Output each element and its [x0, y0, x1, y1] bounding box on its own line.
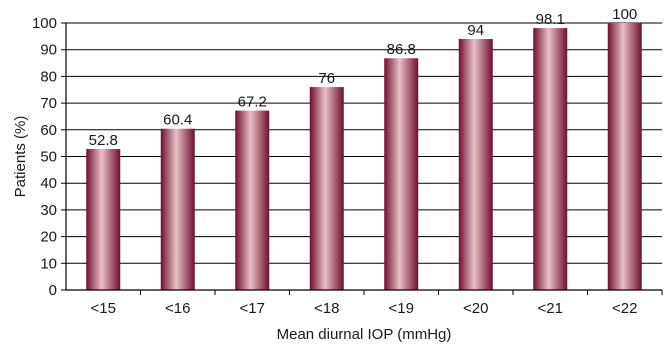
y-tick-label: 10	[40, 255, 57, 272]
y-tick-label: 50	[40, 149, 57, 166]
data-label: 98.1	[536, 11, 565, 28]
bar	[458, 39, 493, 290]
y-tick-label: 80	[40, 68, 57, 85]
y-tick-label: 20	[40, 229, 57, 246]
data-label: 94	[467, 22, 484, 39]
y-tick-label: 100	[32, 15, 57, 32]
y-tick-label: 60	[40, 122, 57, 139]
data-label: 100	[612, 6, 637, 23]
data-label: 76	[318, 70, 335, 87]
data-label: 52.8	[89, 132, 118, 149]
bar	[309, 87, 344, 290]
bar	[533, 28, 568, 291]
x-tick-label: <17	[240, 300, 265, 317]
x-tick-label: <18	[314, 300, 339, 317]
x-tick-label: <19	[389, 300, 414, 317]
data-label: 67.2	[238, 94, 267, 111]
bar	[86, 149, 121, 290]
y-tick-label: 40	[40, 175, 57, 192]
x-tick-label: <16	[165, 300, 190, 317]
y-tick-label: 90	[40, 42, 57, 59]
x-tick-label: <15	[91, 300, 116, 317]
bar	[235, 110, 270, 291]
axes	[65, 23, 663, 295]
bars	[86, 23, 642, 291]
y-tick-label: 0	[49, 282, 57, 299]
data-labels: 52.8 60.4 67.2 76 86.8 94 98.1 100	[89, 6, 638, 149]
bar	[160, 128, 195, 290]
bar	[384, 58, 419, 290]
x-tick-labels: <15 <16 <17 <18 <19 <20 <21 <22	[91, 300, 638, 317]
data-label: 86.8	[387, 41, 416, 58]
y-axis-title: Patients (%)	[12, 116, 29, 198]
data-label: 60.4	[163, 112, 192, 129]
bar	[607, 23, 642, 290]
x-tick-label: <22	[612, 300, 637, 317]
x-tick-label: <20	[463, 300, 488, 317]
y-tick-label: 70	[40, 95, 57, 112]
x-axis-title: Mean diurnal IOP (mmHg)	[277, 326, 452, 343]
gridlines	[61, 22, 662, 291]
x-tick-label: <21	[538, 300, 563, 317]
y-tick-label: 30	[40, 202, 57, 219]
y-tick-labels: 0 10 20 30 40 50 60 70 80 90 100	[32, 15, 57, 299]
